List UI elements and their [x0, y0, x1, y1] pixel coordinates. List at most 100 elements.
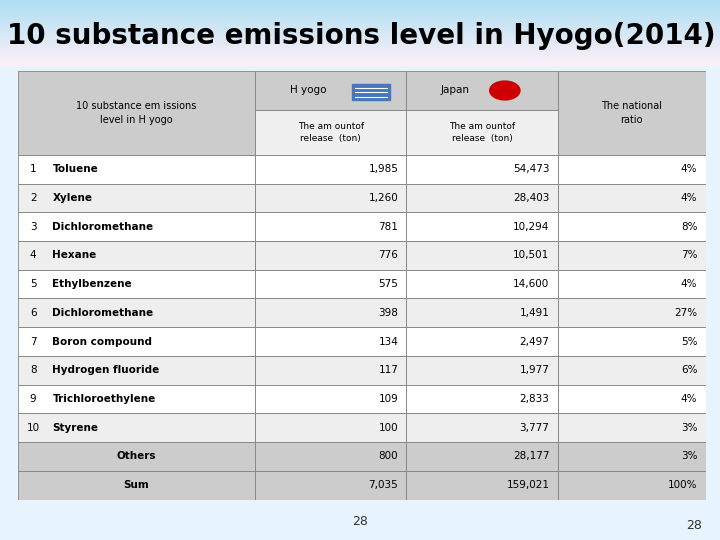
Bar — [0, 14, 720, 15]
Bar — [255, 269, 407, 299]
Bar — [255, 241, 407, 269]
Text: 2: 2 — [30, 193, 37, 203]
Bar — [255, 442, 407, 471]
Bar — [407, 442, 558, 471]
Bar — [0, 3, 720, 4]
Text: 159,021: 159,021 — [506, 480, 549, 490]
Bar — [255, 184, 407, 212]
Bar — [0, 52, 720, 53]
Bar — [255, 327, 407, 356]
Bar — [407, 356, 558, 384]
Bar — [18, 471, 255, 500]
Bar — [255, 384, 407, 413]
Circle shape — [490, 81, 520, 100]
Bar — [0, 27, 720, 28]
Bar — [18, 155, 255, 184]
Bar — [558, 442, 706, 471]
Text: 5: 5 — [30, 279, 37, 289]
Bar — [558, 71, 706, 155]
Bar — [558, 184, 706, 212]
Bar — [407, 184, 558, 212]
Bar — [0, 4, 720, 5]
Bar — [407, 327, 558, 356]
Bar — [0, 0, 720, 1]
Bar — [0, 15, 720, 16]
Text: 54,473: 54,473 — [513, 164, 549, 174]
Bar — [255, 110, 407, 155]
Bar — [407, 110, 558, 155]
Bar — [18, 299, 255, 327]
Bar — [407, 269, 558, 299]
Text: 2,497: 2,497 — [520, 336, 549, 347]
Text: Xylene: Xylene — [53, 193, 92, 203]
Bar — [18, 212, 255, 241]
Bar — [407, 356, 558, 384]
Bar — [0, 33, 720, 34]
Bar — [0, 19, 720, 20]
Text: 1: 1 — [30, 164, 37, 174]
Bar — [558, 413, 706, 442]
Text: 10,501: 10,501 — [513, 251, 549, 260]
Bar — [0, 23, 720, 24]
Bar — [18, 384, 255, 413]
Bar — [558, 71, 706, 155]
Text: 1,977: 1,977 — [520, 365, 549, 375]
Bar — [558, 184, 706, 212]
Text: Others: Others — [117, 451, 156, 461]
Text: 3%: 3% — [681, 423, 698, 433]
Bar — [0, 20, 720, 21]
Text: 10 substance emissions level in Hyogo(2014): 10 substance emissions level in Hyogo(20… — [7, 22, 716, 50]
Text: 134: 134 — [379, 336, 398, 347]
Bar — [558, 155, 706, 184]
Bar — [407, 155, 558, 184]
Bar — [255, 299, 407, 327]
Bar — [0, 41, 720, 42]
Bar — [18, 71, 255, 155]
Bar — [0, 60, 720, 61]
Text: Toluene: Toluene — [53, 164, 98, 174]
Bar — [0, 28, 720, 29]
Bar — [0, 16, 720, 17]
Bar — [18, 384, 255, 413]
Bar — [558, 212, 706, 241]
Bar — [0, 38, 720, 39]
Bar — [18, 327, 255, 356]
Bar — [558, 155, 706, 184]
Bar — [0, 21, 720, 22]
Bar — [18, 241, 255, 269]
Bar — [0, 18, 720, 19]
Bar — [0, 1, 720, 2]
Bar — [0, 64, 720, 65]
Bar — [407, 269, 558, 299]
Bar — [0, 54, 720, 55]
Text: Boron compound: Boron compound — [53, 336, 153, 347]
Text: 575: 575 — [379, 279, 398, 289]
Bar — [18, 356, 255, 384]
Text: Dichloromethane: Dichloromethane — [53, 308, 153, 318]
Bar — [0, 48, 720, 49]
Bar — [18, 212, 255, 241]
Bar — [0, 44, 720, 45]
Bar — [255, 413, 407, 442]
Bar — [0, 65, 720, 66]
Text: 7: 7 — [30, 336, 37, 347]
Bar — [18, 442, 255, 471]
Bar — [255, 471, 407, 500]
Bar — [0, 47, 720, 48]
Bar — [18, 413, 255, 442]
Bar — [18, 471, 255, 500]
Bar — [0, 8, 720, 9]
Bar — [0, 29, 720, 30]
Bar — [558, 299, 706, 327]
Bar — [18, 269, 255, 299]
Bar — [407, 212, 558, 241]
Text: 28: 28 — [686, 519, 702, 532]
Bar — [0, 13, 720, 14]
Text: Styrene: Styrene — [53, 423, 99, 433]
Bar — [255, 269, 407, 299]
Bar — [558, 299, 706, 327]
Bar — [18, 327, 255, 356]
Bar — [0, 30, 720, 31]
Bar — [407, 71, 558, 110]
Text: 10 substance em issions
level in H yogo: 10 substance em issions level in H yogo — [76, 101, 197, 125]
